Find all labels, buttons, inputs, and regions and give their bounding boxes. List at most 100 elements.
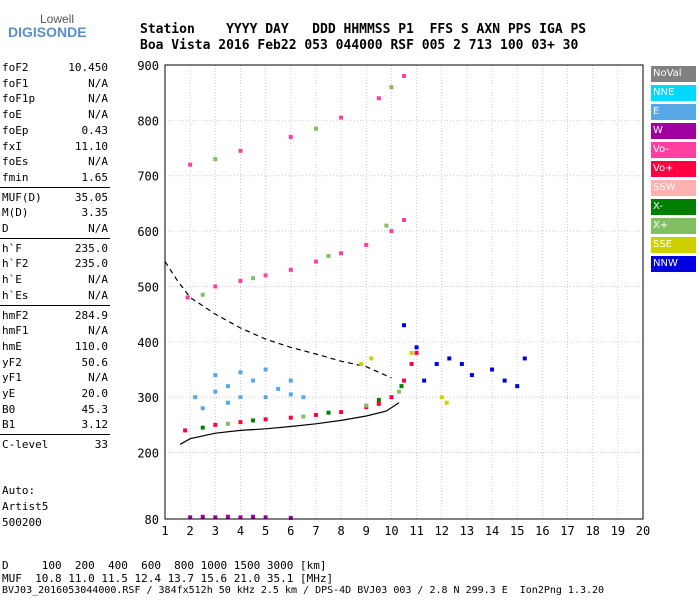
data-point [288,267,293,272]
param-name: foEp [2,123,29,137]
data-point [225,514,230,519]
param-value: 33 [94,438,108,452]
param-name: yE [2,387,16,400]
param-value: N/A [88,288,108,302]
param-separator [0,304,110,306]
param-value: 235.0 [74,241,108,255]
data-point [515,384,520,389]
param-value: N/A [88,155,108,169]
data-point [369,356,374,361]
chart-grid [165,65,643,519]
param-value: 11.10 [74,139,108,153]
x-tick-label: 4 [237,524,244,538]
param-row: fmin 1.65 [2,170,108,185]
y-tick-label: 600 [137,225,159,239]
data-point [326,254,331,259]
param-value: 10.450 [68,61,108,74]
param-row: foF1p N/A [2,91,108,106]
param-row: D N/A [2,221,108,236]
data-point [263,273,268,278]
data-point [276,386,281,391]
param-name: B1 [2,418,16,432]
footer-muf-row: MUF 10.8 11.0 11.5 12.4 13.7 15.6 21.0 3… [2,572,334,585]
param-value: 235.0 [74,257,108,271]
param-value: 284.9 [74,308,108,322]
legend-item: W [651,123,696,139]
data-point [251,514,256,519]
data-point [213,373,218,378]
param-row: foF1 N/A [2,76,108,91]
x-tick-label: 10 [384,524,398,538]
model-curve [179,402,400,445]
auto-label: Auto: [2,484,36,497]
x-tick-label: 12 [435,524,449,538]
data-point [376,401,381,406]
param-value: 45.3 [81,402,109,416]
param-name: h`F2 [2,257,29,271]
data-point [522,356,527,361]
data-point [238,278,243,283]
legend-item: Vo- [651,142,696,158]
param-row: M(D) 3.35 [2,205,108,220]
data-point [251,378,256,383]
x-tick-label: 6 [287,524,294,538]
y-tick-label: 200 [137,447,159,461]
param-name: B0 [2,402,16,416]
data-point [225,400,230,405]
logo-lowell: Lowell [40,12,75,26]
param-value: N/A [88,222,108,235]
data-point [384,223,389,228]
data-point [399,384,404,389]
data-point [193,395,198,400]
data-point [225,384,230,389]
data-point [313,412,318,417]
data-point [263,367,268,372]
param-value: N/A [88,371,108,385]
legend-item: NNE [651,85,696,101]
auto-code: 500200 [2,516,42,529]
x-tick-label: 20 [636,524,650,538]
chart-points [183,74,527,520]
x-tick-label: 18 [585,524,599,538]
data-point [238,370,243,375]
data-point [459,361,464,366]
param-row: h`E N/A [2,272,108,287]
data-point [402,378,406,383]
y-tick-label: 700 [137,170,159,184]
param-name: C-level [2,438,49,452]
param-value: N/A [88,273,108,287]
param-value: 50.6 [81,355,109,369]
data-point [200,425,205,430]
param-row: hmF1 N/A [2,323,108,338]
param-name: h`Es [2,288,29,302]
y-tick-label: 80 [145,513,159,527]
data-point [414,345,419,350]
legend-item: X+ [651,218,696,234]
plot-frame [164,64,644,520]
param-name: fxI [2,139,22,153]
param-row: B1 3.12 [2,417,108,432]
x-tick-label: 15 [510,524,524,538]
data-point [444,400,449,405]
data-point [238,515,243,520]
param-name: foF2 [2,61,29,74]
data-point [263,395,268,400]
data-point [339,115,344,120]
param-name: M(D) [2,206,29,220]
data-point [200,406,205,411]
data-point [313,126,318,131]
data-point [490,367,495,372]
data-point [200,514,205,519]
x-tick-label: 16 [535,524,549,538]
legend-item: Vo+ [651,161,696,177]
param-name: foEs [2,155,29,169]
param-row: hmF2 284.9 [2,308,108,323]
data-point [251,418,256,423]
data-point [213,515,218,520]
param-value: N/A [88,92,108,106]
data-point [434,361,439,366]
data-point [389,229,394,234]
x-tick-label: 19 [611,524,625,538]
data-point [359,361,364,366]
data-point [326,410,331,415]
